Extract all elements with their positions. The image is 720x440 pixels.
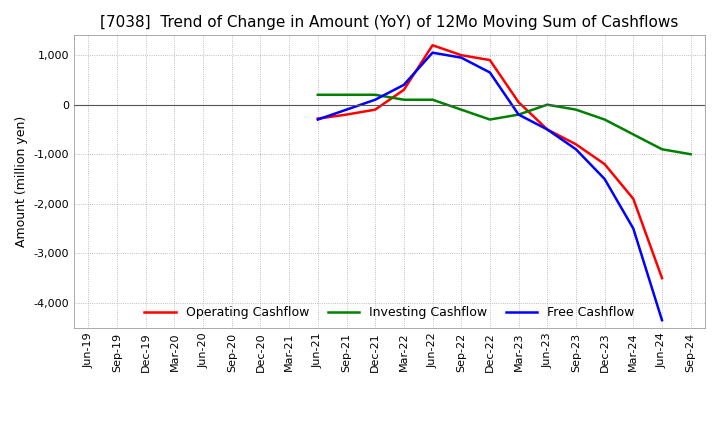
Operating Cashflow [428,43,437,48]
Operating Cashflow [400,87,408,92]
Free Cashflow [313,117,322,122]
Investing Cashflow [657,147,666,152]
Investing Cashflow [485,117,494,122]
Y-axis label: Amount (million yen): Amount (million yen) [15,116,28,247]
Investing Cashflow [428,97,437,103]
Operating Cashflow [600,161,609,167]
Free Cashflow [543,127,552,132]
Free Cashflow [371,97,379,103]
Investing Cashflow [600,117,609,122]
Free Cashflow [629,226,638,231]
Free Cashflow [342,107,351,112]
Investing Cashflow [342,92,351,97]
Operating Cashflow [371,107,379,112]
Investing Cashflow [686,151,695,157]
Investing Cashflow [629,132,638,137]
Free Cashflow [600,176,609,182]
Line: Operating Cashflow: Operating Cashflow [318,45,662,278]
Operating Cashflow [629,196,638,202]
Investing Cashflow [313,92,322,97]
Investing Cashflow [371,92,379,97]
Legend: Operating Cashflow, Investing Cashflow, Free Cashflow: Operating Cashflow, Investing Cashflow, … [140,301,639,324]
Free Cashflow [400,82,408,88]
Free Cashflow [485,70,494,75]
Operating Cashflow [313,116,322,121]
Operating Cashflow [457,52,466,58]
Investing Cashflow [514,112,523,117]
Line: Investing Cashflow: Investing Cashflow [318,95,690,154]
Free Cashflow [428,50,437,55]
Operating Cashflow [342,112,351,117]
Operating Cashflow [514,99,523,105]
Operating Cashflow [543,127,552,132]
Free Cashflow [572,147,580,152]
Free Cashflow [657,318,666,323]
Operating Cashflow [657,275,666,281]
Investing Cashflow [572,107,580,112]
Investing Cashflow [400,97,408,103]
Free Cashflow [457,55,466,60]
Operating Cashflow [485,58,494,63]
Title: [7038]  Trend of Change in Amount (YoY) of 12Mo Moving Sum of Cashflows: [7038] Trend of Change in Amount (YoY) o… [100,15,679,30]
Operating Cashflow [572,142,580,147]
Investing Cashflow [457,107,466,112]
Investing Cashflow [543,102,552,107]
Free Cashflow [514,112,523,117]
Line: Free Cashflow: Free Cashflow [318,53,662,320]
